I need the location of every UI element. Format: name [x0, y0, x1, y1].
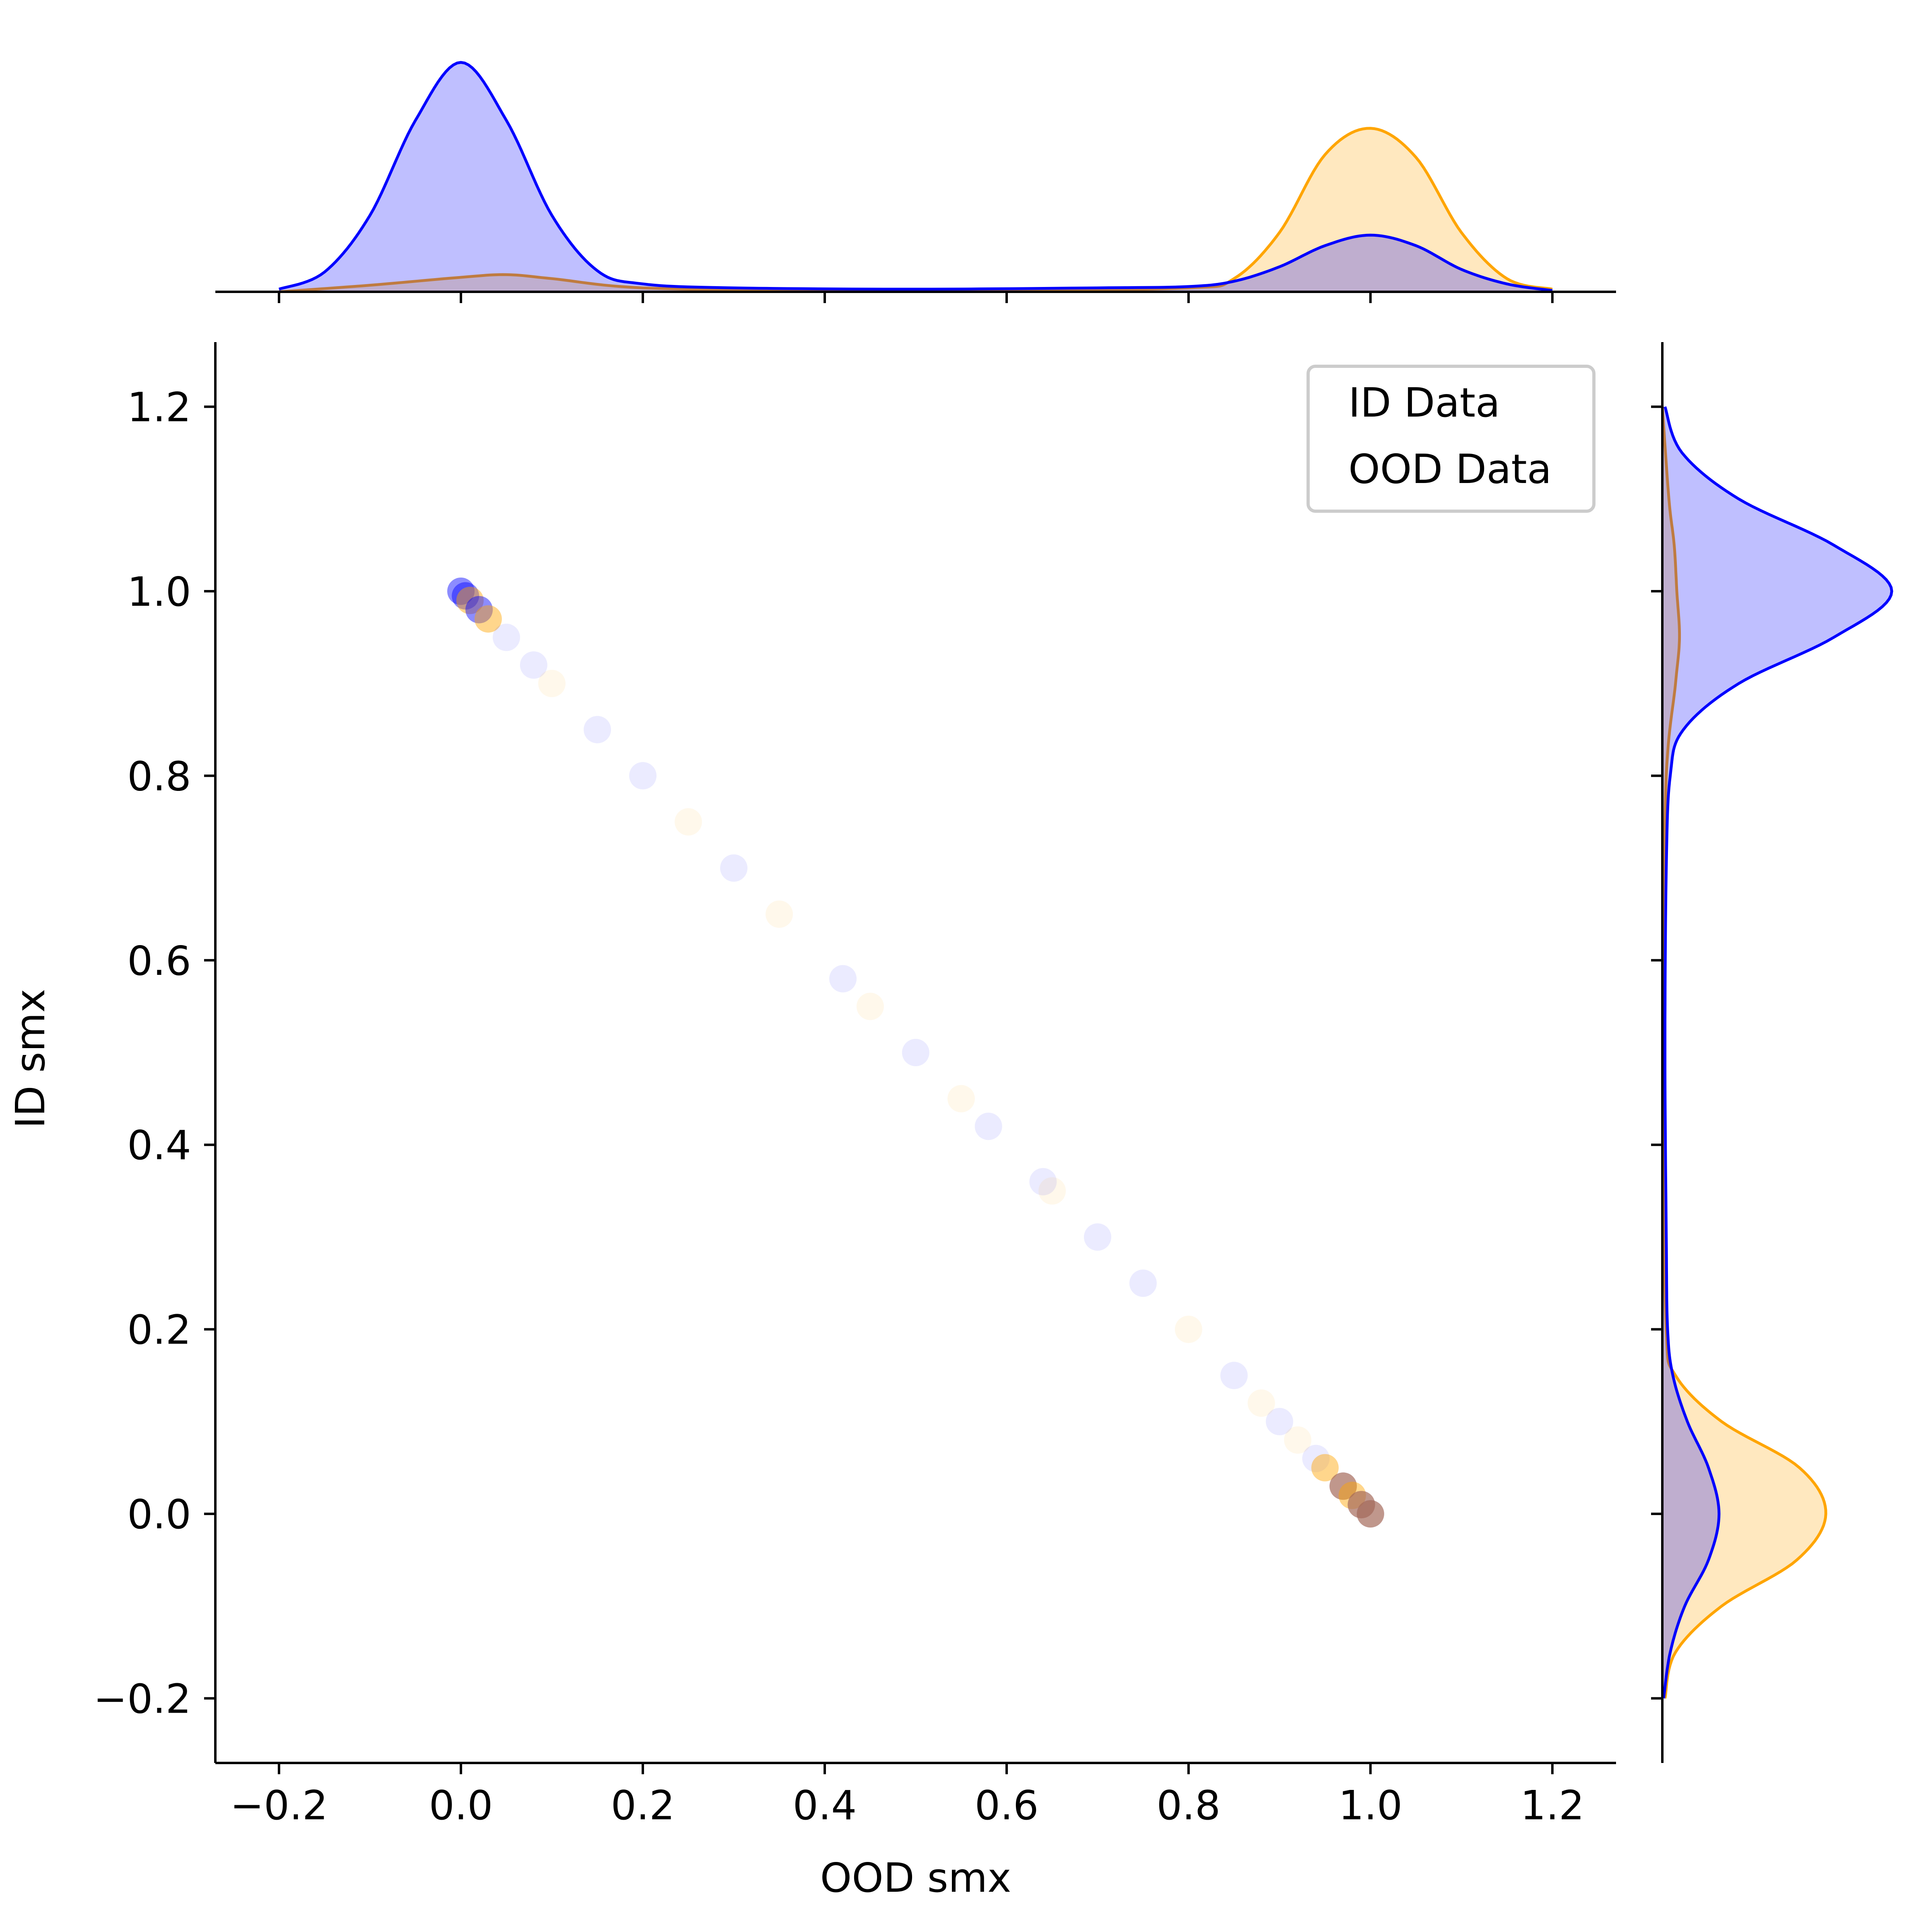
- y-axis-label: ID smx: [7, 989, 54, 1129]
- scatter-point-id: [447, 577, 475, 605]
- scatter-point-ood: [1038, 1177, 1066, 1205]
- legend-entry-id-data: ID Data: [1348, 379, 1500, 426]
- scatter-point-ood: [1311, 1454, 1339, 1482]
- scatter-point-id: [720, 854, 748, 882]
- scatter-point-ood: [1348, 1491, 1375, 1519]
- scatter-point-id: [584, 716, 611, 743]
- scatter-point-id: [902, 1039, 929, 1066]
- main-scatter-axes: −0.2 0.0 0.2 0.4 0.6 0.8 1.0 1.2 −0.2 0.0 0.2 0.4 0.…: [93, 342, 1616, 1829]
- scatter-point-id: [829, 965, 857, 993]
- scatter-point-id: [493, 623, 520, 651]
- scatter-point-id: [1329, 1472, 1357, 1500]
- kde-right-fill-ood: [1662, 407, 1826, 1699]
- legend: ID Data OOD Data: [1307, 365, 1596, 513]
- scatter-point-ood: [474, 605, 502, 633]
- scatter-point-ood: [1338, 1482, 1366, 1509]
- top-marginal-axes: [215, 61, 1616, 303]
- scatter-point-id: [1129, 1269, 1157, 1297]
- scatter-point-ood: [857, 993, 884, 1020]
- scatter-point-id: [629, 762, 657, 790]
- x-tick-label: 1.0: [1338, 1782, 1402, 1829]
- right-marginal-axes: [1651, 342, 1893, 1763]
- scatter-point-ood: [1174, 1315, 1202, 1343]
- kde-top-line-id: [279, 61, 1553, 292]
- scatter-point-id: [1265, 1408, 1293, 1435]
- y-tick-label: 0.0: [127, 1491, 191, 1538]
- legend-box: [1307, 365, 1596, 513]
- scatter-point-ood: [1284, 1426, 1312, 1454]
- kde-right-line-ood: [1661, 407, 1827, 1699]
- x-tick-label: 0.4: [793, 1782, 857, 1829]
- x-axis-label: OOD smx: [820, 1854, 1011, 1901]
- scatter-point-ood: [1329, 1472, 1357, 1500]
- scatter-point-ood: [947, 1085, 975, 1113]
- x-tick-label: 0.8: [1156, 1782, 1220, 1829]
- scatter-point-ood: [766, 900, 793, 928]
- kde-top-fill-id: [279, 62, 1552, 292]
- y-tick-label: 1.0: [127, 568, 191, 615]
- scatter-point-id: [1029, 1168, 1057, 1195]
- scatter-point-ood: [538, 670, 566, 698]
- scatter-point-id: [1084, 1223, 1111, 1251]
- scatter-point-ood: [1356, 1500, 1384, 1528]
- y-tick-label: 0.2: [127, 1307, 191, 1354]
- kde-right-line-id: [1662, 406, 1893, 1699]
- scatter-point-id: [520, 651, 547, 679]
- x-tick-label: −0.2: [230, 1782, 328, 1829]
- scatter-point-id: [1356, 1500, 1384, 1528]
- legend-entry-ood-data: OOD Data: [1348, 446, 1552, 493]
- x-tick-label: 0.6: [974, 1782, 1038, 1829]
- scatter-point-ood: [1247, 1389, 1275, 1417]
- scatter-point-id: [465, 596, 493, 623]
- scatter-point-id: [974, 1113, 1002, 1140]
- scatter-point-id: [1302, 1445, 1330, 1472]
- x-tick-label: 0.2: [611, 1782, 675, 1829]
- scatter-point-id: [1348, 1491, 1375, 1519]
- scatter-point-id: [452, 582, 479, 610]
- kde-top-fill-ood: [279, 128, 1552, 292]
- y-tick-label: 0.6: [127, 937, 191, 985]
- kde-right-fill-id: [1662, 407, 1892, 1699]
- scatter-point-id: [1220, 1362, 1248, 1389]
- y-tick-label: −0.2: [93, 1676, 191, 1723]
- y-tick-label: 0.4: [127, 1122, 191, 1169]
- y-tick-label: 1.2: [127, 384, 191, 431]
- scatter-point-ood: [456, 586, 484, 614]
- x-tick-label: 1.2: [1520, 1782, 1584, 1829]
- scatter-point-ood: [675, 808, 702, 836]
- x-tick-label: 0.0: [429, 1782, 493, 1829]
- y-tick-label: 0.8: [127, 753, 191, 800]
